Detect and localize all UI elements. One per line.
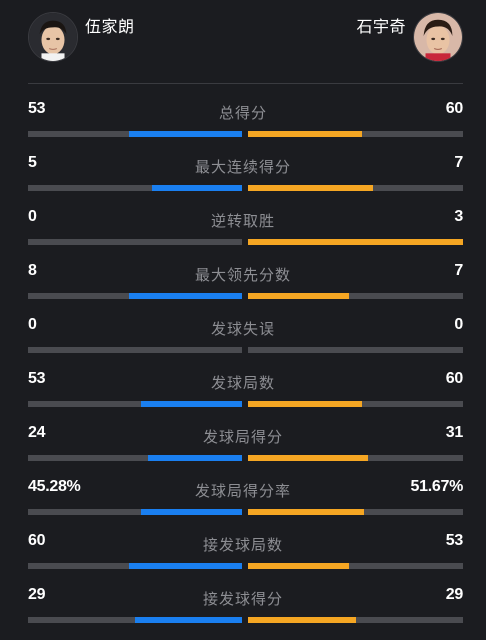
stat-row: 5 最大连续得分 7 bbox=[0, 154, 486, 208]
stat-label: 接发球局数 bbox=[202, 536, 283, 554]
stat-label: 最大领先分数 bbox=[194, 266, 291, 284]
stat-row: 45.28% 发球局得分率 51.67% bbox=[0, 478, 486, 532]
stat-left-bar bbox=[147, 455, 242, 461]
stat-left-track bbox=[28, 509, 242, 515]
stat-row: 53 总得分 60 bbox=[0, 100, 486, 154]
stat-right-track bbox=[248, 131, 463, 137]
player-right-name: 石宇奇 bbox=[356, 17, 406, 36]
stat-left-track bbox=[28, 239, 242, 245]
stat-left-value: 8 bbox=[28, 262, 37, 279]
stat-right-value: 0 bbox=[454, 316, 463, 333]
stat-left-track bbox=[28, 185, 242, 191]
stat-row: 53 发球局数 60 bbox=[0, 370, 486, 424]
stat-label: 逆转取胜 bbox=[210, 212, 275, 230]
stat-right-bar bbox=[248, 401, 362, 407]
stat-right-bar bbox=[248, 131, 362, 137]
stat-row: 29 接发球得分 29 bbox=[0, 586, 486, 640]
stat-label: 发球失误 bbox=[210, 320, 275, 338]
stat-label: 总得分 bbox=[218, 104, 267, 122]
player-left-avatar[interactable] bbox=[28, 12, 78, 62]
stat-right-bar bbox=[248, 509, 365, 515]
header-divider bbox=[28, 83, 463, 84]
stat-right-track bbox=[248, 401, 463, 407]
stat-label: 接发球得分 bbox=[202, 590, 283, 608]
stat-left-value: 53 bbox=[28, 100, 46, 117]
stat-left-bar bbox=[128, 293, 242, 299]
stat-right-track bbox=[248, 239, 463, 245]
stat-left-value: 24 bbox=[28, 424, 46, 441]
stat-right-track bbox=[248, 509, 463, 515]
stat-row: 8 最大领先分数 7 bbox=[0, 262, 486, 316]
stat-right-value: 3 bbox=[454, 208, 463, 225]
stat-left-value: 53 bbox=[28, 370, 46, 387]
stat-left-track bbox=[28, 563, 242, 569]
stat-left-track bbox=[28, 617, 242, 623]
stat-left-bar bbox=[128, 131, 242, 137]
stat-right-value: 60 bbox=[445, 370, 464, 387]
stat-left-bar bbox=[135, 617, 242, 623]
stat-label: 发球局得分率 bbox=[194, 482, 291, 500]
stat-right-value: 29 bbox=[445, 586, 464, 603]
stat-left-track bbox=[28, 131, 242, 137]
player-right-avatar[interactable] bbox=[413, 12, 463, 62]
stat-right-track bbox=[248, 347, 463, 353]
stat-right-track bbox=[248, 293, 463, 299]
stat-left-track bbox=[28, 401, 242, 407]
stat-right-track bbox=[248, 455, 463, 461]
stat-left-value: 0 bbox=[28, 208, 37, 225]
stat-right-bar bbox=[248, 185, 373, 191]
stat-row: 24 发球局得分 31 bbox=[0, 424, 486, 478]
stat-right-value: 60 bbox=[445, 100, 464, 117]
stat-right-value: 7 bbox=[454, 262, 463, 279]
stat-row: 0 发球失误 0 bbox=[0, 316, 486, 370]
stat-left-track bbox=[28, 455, 242, 461]
stat-left-track bbox=[28, 293, 242, 299]
stat-left-value: 0 bbox=[28, 316, 37, 333]
stats-list: 53 总得分 60 5 最大连续得分 7 0 逆转取胜 3 8 最大领先分数 7 0 发球失误 0 53 发球局… bbox=[0, 100, 486, 640]
stat-right-value: 51.67% bbox=[410, 478, 464, 495]
stat-label: 发球局数 bbox=[210, 374, 275, 392]
stat-left-bar bbox=[128, 563, 242, 569]
stat-left-value: 29 bbox=[28, 586, 46, 603]
stat-right-bar bbox=[248, 617, 356, 623]
stat-left-value: 60 bbox=[28, 532, 46, 549]
stat-right-bar bbox=[248, 293, 350, 299]
match-header: 伍家朗 石宇奇 bbox=[0, 0, 486, 84]
stat-right-bar bbox=[248, 563, 350, 569]
stat-right-value: 53 bbox=[445, 532, 464, 549]
stat-right-track bbox=[248, 617, 463, 623]
stat-left-track bbox=[28, 347, 242, 353]
stat-label: 发球局得分 bbox=[202, 428, 283, 446]
stat-right-bar bbox=[248, 455, 369, 461]
stat-row: 0 逆转取胜 3 bbox=[0, 208, 486, 262]
player-left-name: 伍家朗 bbox=[85, 17, 135, 36]
stat-right-value: 31 bbox=[445, 424, 464, 441]
stat-right-track bbox=[248, 185, 463, 191]
stat-left-bar bbox=[141, 401, 242, 407]
stat-left-value: 5 bbox=[28, 154, 37, 171]
stat-left-value: 45.28% bbox=[28, 478, 81, 495]
stat-right-value: 7 bbox=[454, 154, 463, 171]
stat-left-bar bbox=[141, 509, 242, 515]
stat-right-bar bbox=[248, 239, 463, 245]
stat-right-track bbox=[248, 563, 463, 569]
stat-label: 最大连续得分 bbox=[194, 158, 291, 176]
stat-left-bar bbox=[152, 185, 242, 191]
stat-row: 60 接发球局数 53 bbox=[0, 532, 486, 586]
